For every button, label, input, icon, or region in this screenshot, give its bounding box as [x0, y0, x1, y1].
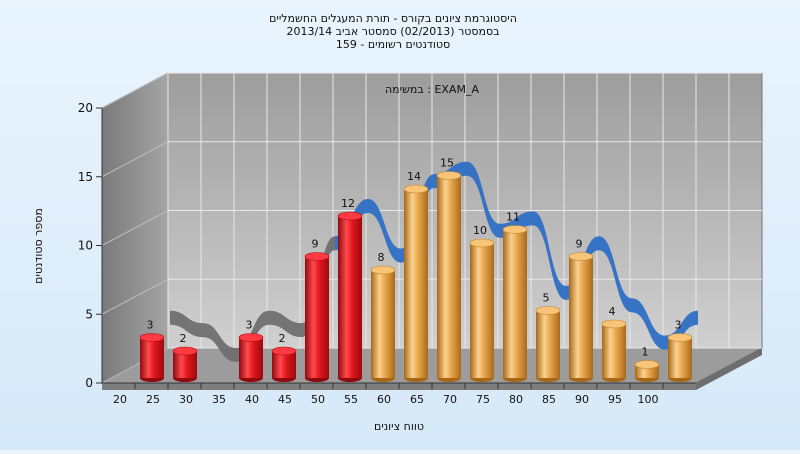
x-tick: 60	[377, 383, 400, 406]
x-tick: 40	[245, 383, 268, 406]
bar-value-label: 15	[440, 157, 454, 170]
bar-25: 2	[172, 332, 198, 382]
bar-50: 12	[337, 197, 363, 382]
x-axis-ticks: 20 25 30 35 40 45 50 55 60 65 70 75 80 85 90 95 100	[113, 383, 664, 406]
bar-value-label: 10	[473, 224, 487, 237]
bar-60: 14	[403, 170, 429, 382]
bar-20: 3	[139, 319, 165, 382]
y-tick-label: 20	[78, 101, 93, 115]
x-tick: 70	[443, 383, 466, 406]
bar-value-label: 14	[407, 170, 421, 183]
bar-70: 10	[469, 224, 495, 382]
bar-65: 15	[436, 157, 462, 382]
x-tick: 20	[113, 383, 136, 406]
x-tick: 35	[212, 383, 235, 406]
x-tick-label: 40	[245, 393, 259, 406]
bar-45: 9	[304, 238, 330, 382]
x-tick-label: 20	[113, 393, 127, 406]
bar-value-label: 3	[147, 319, 154, 332]
x-tick: 75	[476, 383, 499, 406]
x-tick-label: 60	[377, 393, 391, 406]
plot-floor	[101, 347, 763, 384]
x-tick: 25	[146, 383, 169, 406]
bar-100: 3	[667, 319, 693, 382]
bar-95: 1	[634, 346, 660, 382]
x-tick: 100	[638, 383, 664, 406]
y-tick: 15	[78, 170, 102, 184]
bar-75: 11	[502, 211, 528, 382]
x-tick-label: 35	[212, 393, 226, 406]
chart-title-line-3: סטודנטים רשומים - 159	[336, 38, 450, 51]
x-tick: 85	[542, 383, 565, 406]
y-axis-label: מספר סטודנטים	[32, 208, 45, 284]
bar-value-label: 2	[279, 332, 286, 345]
bar-90: 4	[601, 305, 627, 382]
x-tick-label: 95	[608, 393, 622, 406]
x-tick: 45	[278, 383, 301, 406]
x-tick: 50	[311, 383, 334, 406]
x-tick: 95	[608, 383, 631, 406]
bar-value-label: 3	[246, 319, 253, 332]
x-tick: 65	[410, 383, 433, 406]
chart-annotation: במשימה : EXAM_A	[385, 83, 479, 96]
chart-title-line-2: בסמסטר (02/2013) סמסטר אביב 2013/14	[286, 25, 499, 38]
y-tick-label: 5	[85, 307, 93, 321]
x-tick-label: 75	[476, 393, 490, 406]
x-tick: 80	[509, 383, 532, 406]
x-tick-label: 30	[179, 393, 193, 406]
bar-value-label: 8	[378, 251, 385, 264]
bar-35: 3	[238, 319, 264, 382]
x-axis-label: טווח ציונים	[374, 420, 424, 433]
x-tick-label: 45	[278, 393, 292, 406]
x-tick-label: 50	[311, 393, 325, 406]
bar-value-label: 12	[341, 197, 355, 210]
y-tick: 10	[78, 239, 102, 253]
bars-layer: 3 2 3 2 9 12 8 14 15 10 11 5 9 4 1 3	[139, 157, 693, 382]
x-tick-label: 55	[344, 393, 358, 406]
x-tick: 30	[179, 383, 202, 406]
x-tick-label: 65	[410, 393, 424, 406]
bar-55: 8	[370, 251, 396, 382]
y-axis-ticks: 0 5 10 15 20	[78, 101, 102, 390]
bar-value-label: 3	[675, 319, 682, 332]
bar-value-label: 11	[506, 211, 520, 224]
x-tick: 90	[575, 383, 598, 406]
y-tick-label: 0	[85, 376, 93, 390]
y-tick: 20	[78, 101, 102, 115]
plot-floor-right-edge	[696, 348, 762, 390]
x-tick-label: 100	[638, 393, 659, 406]
x-tick-label: 90	[575, 393, 589, 406]
bar-value-label: 9	[576, 238, 583, 251]
y-tick-label: 10	[78, 239, 93, 253]
x-tick-label: 85	[542, 393, 556, 406]
bar-40: 2	[271, 332, 297, 382]
x-tick-label: 25	[146, 393, 160, 406]
chart-title-line-1: היסטוגרמת ציונים בקורס - תורת המעגלים הח…	[269, 12, 517, 25]
bar-value-label: 4	[609, 305, 616, 318]
bar-value-label: 2	[180, 332, 187, 345]
trend-ribbon-low	[170, 236, 335, 362]
bar-85: 9	[568, 238, 594, 382]
bar-value-label: 5	[543, 292, 550, 305]
x-tick-label: 70	[443, 393, 457, 406]
y-tick: 0	[85, 376, 102, 390]
bar-value-label: 1	[642, 346, 649, 359]
bar-value-label: 9	[312, 238, 319, 251]
bar-80: 5	[535, 292, 561, 382]
x-tick-label: 80	[509, 393, 523, 406]
y-tick: 5	[85, 307, 102, 321]
x-tick: 55	[344, 383, 367, 406]
y-tick-label: 15	[78, 170, 93, 184]
